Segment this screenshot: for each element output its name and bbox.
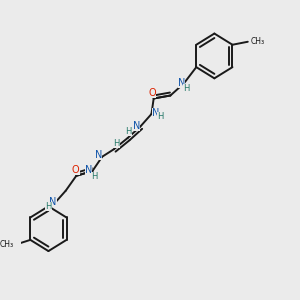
Text: CH₃: CH₃ xyxy=(0,240,14,249)
Text: H: H xyxy=(113,139,120,148)
Text: N: N xyxy=(178,78,185,88)
Text: N: N xyxy=(133,121,140,131)
Text: N: N xyxy=(94,150,102,160)
Text: O: O xyxy=(72,165,80,175)
Text: H: H xyxy=(157,112,164,121)
Text: H: H xyxy=(125,128,132,136)
Text: H: H xyxy=(45,202,52,211)
Text: H: H xyxy=(91,172,97,181)
Text: N: N xyxy=(85,165,92,175)
Text: O: O xyxy=(149,88,156,98)
Text: N: N xyxy=(50,196,57,206)
Text: CH₃: CH₃ xyxy=(250,37,265,46)
Text: H: H xyxy=(183,83,190,92)
Text: N: N xyxy=(152,107,159,118)
